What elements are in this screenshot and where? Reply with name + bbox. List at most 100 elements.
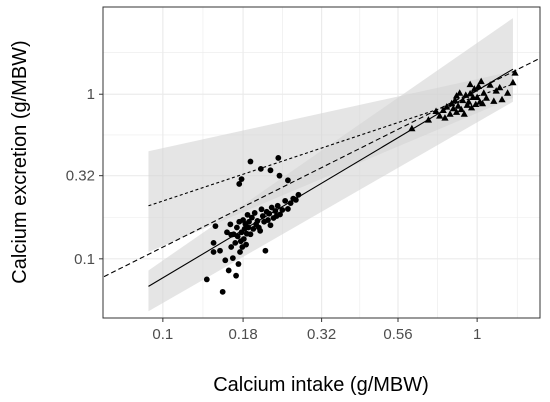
data-point-triangle: [452, 92, 461, 99]
data-point-triangle: [424, 116, 433, 123]
y-axis-title: Calcium excretion (g/MBW): [9, 40, 31, 283]
data-point-triangle: [443, 103, 451, 110]
data-point-circle: [275, 155, 282, 161]
data-point-circle: [282, 197, 289, 204]
data-point-triangle: [511, 69, 519, 76]
data-point-circle: [233, 272, 239, 279]
data-point-triangle: [492, 87, 500, 94]
y-axis-ticks: 0.1 0.32 1: [66, 86, 103, 268]
data-point-circle: [240, 236, 247, 242]
data-point-triangle: [477, 77, 485, 85]
data-point-circle: [225, 267, 232, 274]
data-point-triangle: [457, 105, 465, 113]
data-point-circle: [257, 165, 264, 172]
data-point-triangle: [478, 99, 487, 107]
data-point-circle: [236, 181, 243, 187]
data-point-circle: [212, 223, 219, 230]
data-point-triangle: [449, 104, 457, 112]
x-tick-label: 1: [473, 326, 481, 343]
data-point-circle: [274, 202, 281, 209]
data-point-triangle: [470, 85, 478, 92]
data-point-triangle: [474, 82, 483, 90]
data-point-circle: [285, 177, 291, 184]
data-point-circle: [244, 211, 251, 218]
data-point-circle: [237, 249, 243, 255]
data-point-triangle: [490, 97, 498, 104]
data-point-triangle: [466, 80, 474, 88]
data-point-circle: [247, 231, 254, 238]
confidence-band-dotted: [148, 71, 513, 253]
data-point-circle: [272, 208, 279, 214]
data-point-circle: [227, 221, 234, 228]
data-point-circle: [257, 227, 264, 234]
x-axis-title: Calcium intake (g/MBW): [213, 374, 429, 396]
data-point-triangle: [463, 101, 471, 108]
data-point-circle: [235, 261, 242, 267]
data-point-circle: [229, 255, 236, 262]
data-point-circle: [285, 206, 291, 212]
data-point-triangle: [439, 106, 447, 114]
data-point-circle: [246, 218, 252, 225]
data-point-circle: [210, 249, 217, 255]
data-point-circle: [224, 229, 230, 236]
data-point-triangle: [473, 93, 481, 101]
y-tick-label: 0.1: [74, 251, 95, 268]
data-point-circle: [254, 217, 261, 224]
data-point-circle: [292, 197, 299, 203]
x-tick-label: 0.32: [307, 326, 336, 343]
data-point-triangle: [509, 78, 517, 86]
x-tick-label: 0.18: [228, 326, 257, 343]
data-points: [203, 69, 519, 295]
data-point-circle: [247, 158, 254, 165]
data-point-triangle: [472, 100, 480, 108]
data-point-triangle: [451, 96, 459, 104]
data-point-triangle: [467, 103, 476, 111]
data-point-circle: [248, 214, 255, 221]
data-point-circle: [210, 239, 217, 246]
data-point-triangle: [486, 81, 494, 88]
data-point-triangle: [452, 108, 461, 115]
data-point-circle: [228, 231, 235, 238]
data-point-circle: [258, 206, 265, 213]
data-point-circle: [267, 222, 274, 229]
data-point-circle: [259, 213, 266, 219]
data-point-circle: [251, 210, 258, 216]
data-point-circle: [276, 172, 283, 179]
data-point-triangle: [432, 107, 440, 114]
data-point-circle: [268, 204, 275, 211]
data-point-triangle: [498, 95, 506, 103]
data-point-circle: [222, 257, 229, 264]
x-tick-label: 0.1: [152, 326, 173, 343]
data-point-circle: [232, 239, 239, 246]
data-point-circle: [266, 210, 273, 217]
data-point-circle: [203, 276, 210, 283]
data-point-circle: [265, 217, 271, 223]
data-point-triangle: [408, 124, 416, 132]
data-point-circle: [238, 176, 245, 183]
x-tick-label: 0.56: [383, 326, 412, 343]
data-point-triangle: [446, 110, 454, 117]
data-point-triangle: [465, 98, 473, 105]
data-point-triangle: [436, 112, 444, 119]
data-point-triangle: [466, 89, 474, 97]
data-point-triangle: [480, 89, 488, 96]
x-axis-ticks: 0.1 0.18 0.32 0.56 1: [152, 318, 481, 343]
data-point-circle: [243, 241, 249, 248]
data-point-circle: [217, 247, 223, 254]
data-point-circle: [295, 191, 302, 198]
data-point-circle: [233, 224, 240, 231]
data-point-triangle: [441, 114, 449, 121]
y-tick-label: 0.32: [66, 168, 95, 185]
data-point-circle: [245, 224, 252, 231]
data-point-circle: [219, 288, 226, 295]
data-point-triangle: [459, 96, 467, 104]
data-point-triangle: [496, 83, 504, 91]
data-point-circle: [287, 200, 294, 207]
data-point-triangle: [460, 110, 468, 117]
data-point-circle: [250, 225, 257, 232]
fit-line-dashed: [103, 57, 540, 278]
data-point-triangle: [454, 102, 462, 109]
data-point-triangle: [503, 89, 512, 96]
data-point-circle: [262, 247, 269, 254]
